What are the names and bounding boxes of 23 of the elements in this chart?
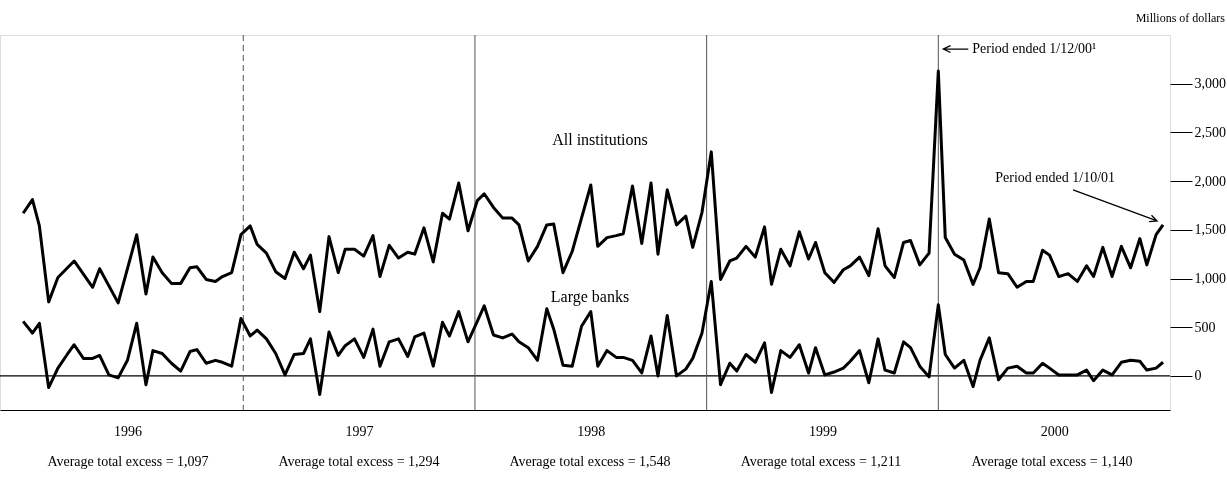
y-tick-label: 1,500 bbox=[1194, 222, 1226, 238]
line-series bbox=[21, 69, 1165, 314]
x-tick-label: 2000 bbox=[1040, 423, 1069, 439]
text: Millions of dollars bbox=[1135, 11, 1226, 25]
x-tick-label: 1996 bbox=[113, 423, 142, 439]
text: Average total excess = 1,548 bbox=[509, 454, 671, 469]
text: All institutions bbox=[552, 131, 648, 148]
text: Average total excess = 1,294 bbox=[278, 454, 440, 469]
text: Average total excess = 1,211 bbox=[740, 454, 902, 469]
x-tick-label: 1997 bbox=[345, 423, 374, 439]
text: Average total excess = 1,140 bbox=[971, 454, 1133, 469]
x-tick-label: 1998 bbox=[577, 423, 606, 439]
x-tick-label: 1999 bbox=[808, 423, 837, 439]
y-tick-label: 2,000 bbox=[1194, 173, 1226, 189]
series-label: Large banks bbox=[550, 288, 630, 306]
annotation: Period ended 1/10/01 bbox=[995, 169, 1116, 185]
y-tick-label: 2,500 bbox=[1194, 124, 1226, 140]
y-tick-label: 0 bbox=[1194, 368, 1202, 384]
y-tick-label: 1,000 bbox=[1194, 271, 1226, 287]
y-tick-label: 3,000 bbox=[1194, 76, 1226, 92]
text: Average total excess = 1,097 bbox=[47, 454, 209, 469]
y-tick-label: 500 bbox=[1194, 319, 1216, 335]
annotation: Period ended 1/12/00¹ bbox=[972, 41, 1097, 57]
